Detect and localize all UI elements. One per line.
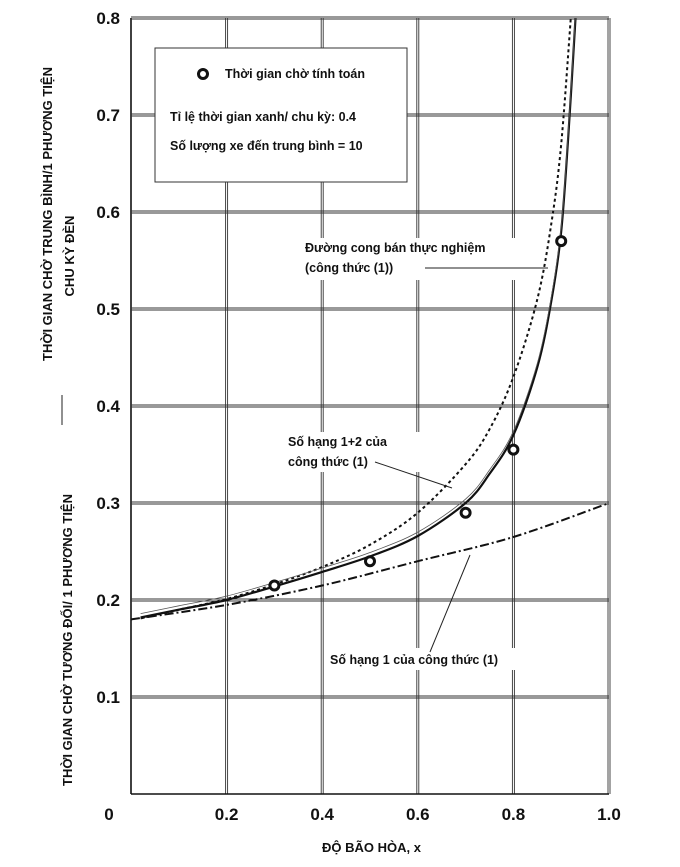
annotation-terms12-2: công thức (1)	[288, 455, 368, 469]
y-tick-label: 0.5	[96, 300, 120, 319]
legend-line-1: Tỉ lệ thời gian xanh/ chu kỳ: 0.4	[170, 110, 356, 124]
y-tick-label: 0.4	[96, 397, 120, 416]
x-tick-label: 0	[104, 805, 113, 824]
y-tick-label: 0.3	[96, 494, 120, 513]
y-axis-title-top-2: CHU KỲ ĐÈN	[62, 216, 77, 297]
y-tick-label: 0.7	[96, 106, 120, 125]
points-layer	[268, 235, 568, 592]
legend-box	[154, 47, 408, 183]
data-point	[555, 235, 568, 248]
y-tick-label: 0.1	[96, 688, 120, 707]
x-tick-label: 0.6	[406, 805, 430, 824]
annotation-term1: Số hạng 1 của công thức (1)	[330, 653, 498, 667]
data-point	[364, 555, 376, 568]
annotation-bg-semi	[298, 238, 516, 280]
curves-layer	[131, 18, 609, 621]
annotation-bg-terms12	[282, 432, 422, 472]
annotations: Đường cong bán thực nghiệm (công thức (1…	[282, 238, 548, 670]
legend: Thời gian chờ tính toán Tỉ lệ thời gian …	[154, 47, 408, 183]
annotation-term1-arrow	[429, 554, 471, 653]
x-tick-label: 1.0	[597, 805, 621, 824]
legend-line-2: Số lượng xe đến trung bình = 10	[170, 139, 363, 153]
annotation-semi-empirical-2: (công thức (1))	[305, 261, 393, 275]
tick-labels: 0 0.2 0.4 0.6 0.8 1.0 0.1 0.2 0.3 0.4 0.5 0.6 0.7 0.8	[96, 9, 620, 824]
annotation-terms12-1: Số hạng 1+2 của	[288, 435, 388, 449]
y-axis-title-top-1: THỜI GIAN CHỜ TRUNG BÌNH/1 PHƯƠNG TIỆN	[40, 67, 55, 361]
data-point	[268, 579, 281, 592]
annotation-semi-empirical-1: Đường cong bán thực nghiệm	[305, 241, 485, 255]
y-tick-label: 0.2	[96, 591, 120, 610]
annotation-bg-term1	[326, 648, 526, 670]
data-point	[507, 443, 520, 456]
x-tick-label: 0.8	[502, 805, 526, 824]
legend-marker-label: Thời gian chờ tính toán	[225, 67, 365, 81]
x-tick-label: 0.4	[310, 805, 334, 824]
annotation-terms12-arrow	[374, 461, 453, 489]
term-1-curve	[131, 502, 609, 621]
data-point	[459, 506, 472, 519]
y-tick-label: 0.8	[96, 9, 120, 28]
y-tick-label: 0.6	[96, 203, 120, 222]
x-tick-label: 0.2	[215, 805, 239, 824]
terms-1-2-curve-shadow	[140, 18, 576, 614]
terms-1-2-curve	[140, 18, 577, 619]
y-axis-title-bottom: THỜI GIAN CHỜ TƯƠNG ĐỐI/ 1 PHƯƠNG TIỆN	[60, 494, 75, 786]
legend-marker	[197, 68, 209, 80]
x-axis-title: ĐỘ BÃO HÒA, x	[322, 840, 422, 855]
